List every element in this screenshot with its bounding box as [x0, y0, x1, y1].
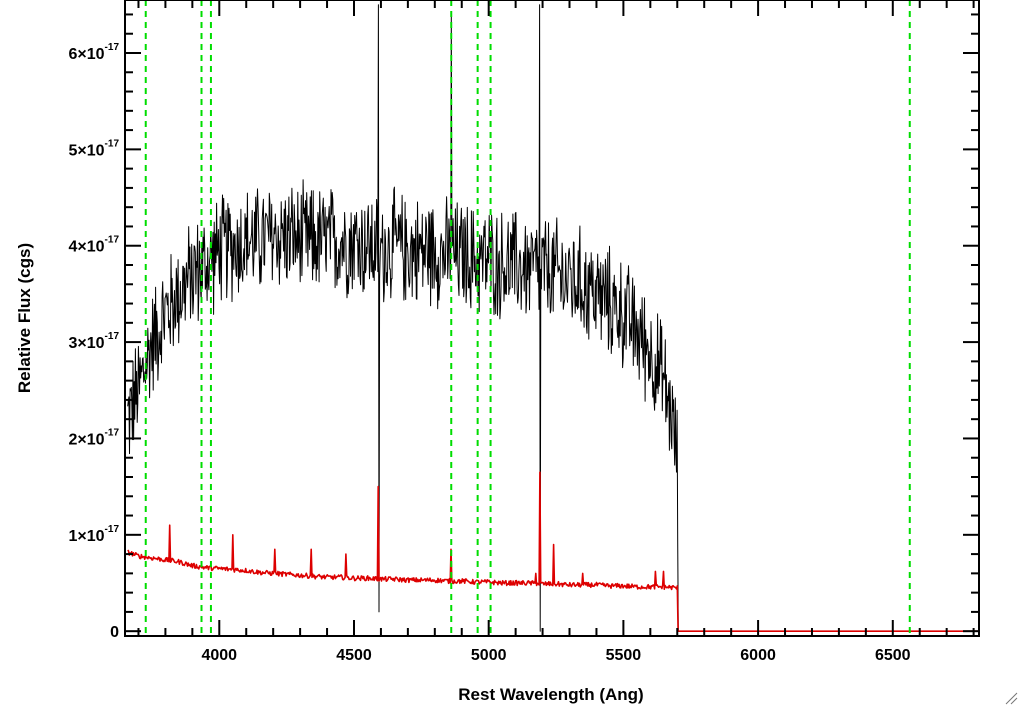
y-tick-label: 2×10-17 [69, 427, 120, 448]
y-axis-title: Relative Flux (cgs) [15, 243, 34, 393]
x-tick-label: 4000 [201, 647, 237, 664]
x-tick-label: 4500 [336, 647, 372, 664]
y-tick-label: 3×10-17 [69, 331, 120, 352]
x-tick-label: 6500 [875, 647, 911, 664]
y-tick-label: 5×10-17 [69, 138, 120, 159]
resize-grip-icon[interactable] [1005, 692, 1018, 705]
x-axis-title: Rest Wavelength (Ang) [458, 685, 643, 704]
series-line-1 [127, 4, 679, 632]
y-tick-label: 1×10-17 [69, 524, 120, 545]
y-axis-ticks: 0 1×10-17 2×10-17 3×10-17 4×10-17 5×10-17 6×10… [69, 13, 979, 641]
y-tick-label: 4×10-17 [69, 235, 120, 256]
x-tick-label: 5000 [471, 647, 507, 664]
plot-content [127, 0, 979, 636]
x-axis-ticks: 4000 4500 5000 5500 6000 6500 [137, 0, 975, 664]
x-tick-label: 5500 [606, 647, 642, 664]
y-tick-label: 6×10-17 [69, 42, 120, 63]
plot-frame [124, 0, 980, 637]
x-tick-label: 6000 [740, 647, 776, 664]
axis-frame [124, 0, 980, 637]
series-line-2 [127, 471, 979, 633]
y-tick-label: 0 [110, 624, 119, 641]
